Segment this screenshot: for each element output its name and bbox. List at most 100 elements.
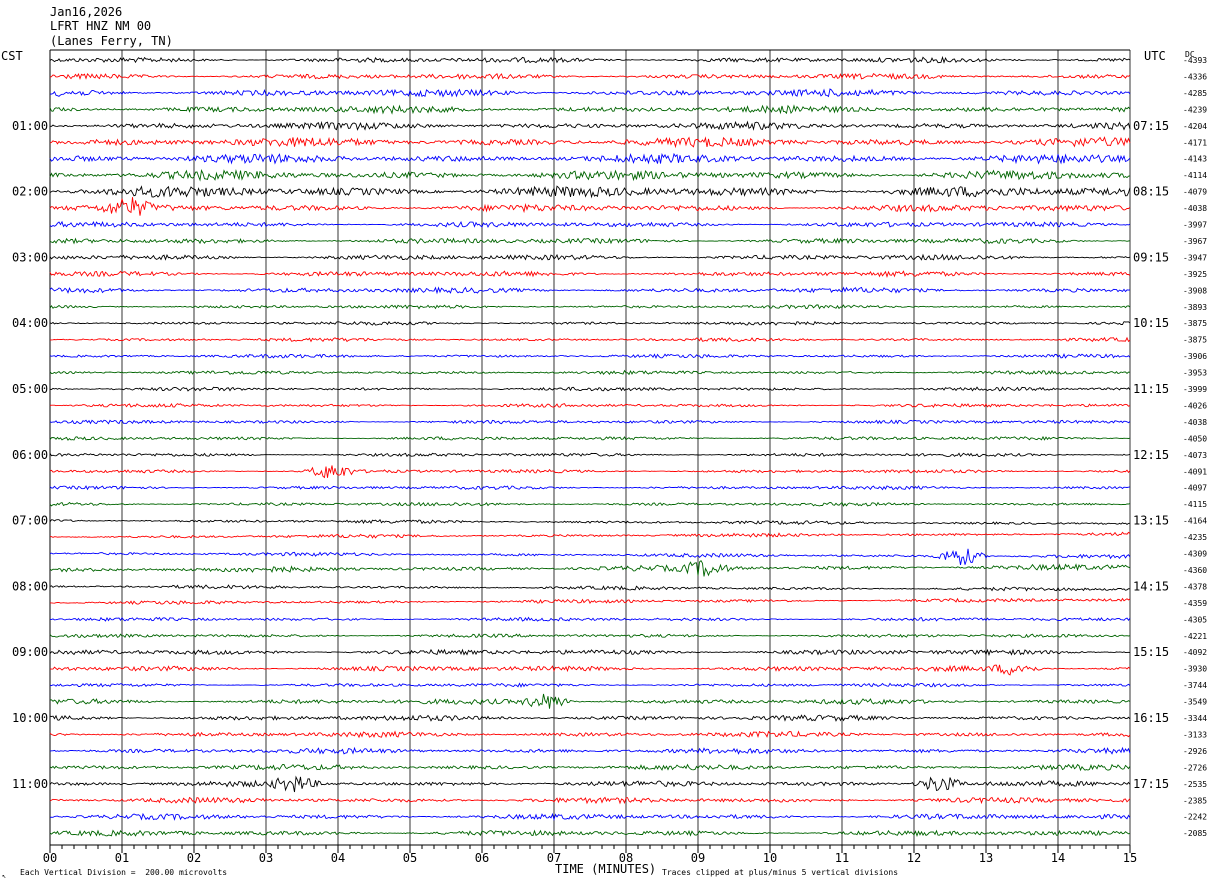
seismic-trace-line xyxy=(49,270,1131,278)
seismic-trace-line xyxy=(49,812,1131,821)
seismic-trace-line xyxy=(49,286,1131,295)
dc-offset-label: -4164 xyxy=(1183,517,1207,526)
dc-offset-label: -4097 xyxy=(1183,484,1207,493)
seismic-traces xyxy=(49,55,1131,837)
dc-offset-label: -4285 xyxy=(1183,89,1207,98)
seismic-trace-line xyxy=(49,386,1131,392)
dc-offset-label: -3906 xyxy=(1183,352,1207,361)
x-tick-label: 14 xyxy=(1051,851,1065,865)
seismic-trace-line xyxy=(49,220,1131,229)
seismic-trace-line xyxy=(49,88,1131,98)
x-tick-label: 10 xyxy=(763,851,777,865)
seismic-trace-line xyxy=(49,304,1131,310)
cst-hour-label: 08:00 xyxy=(12,579,48,593)
dc-offset-label: -4204 xyxy=(1183,122,1207,131)
cst-hour-label: 01:00 xyxy=(12,119,48,133)
dc-offset-label: -2242 xyxy=(1183,813,1207,822)
dc-offset-label: -2726 xyxy=(1183,763,1207,772)
seismic-trace-line xyxy=(49,136,1131,149)
dc-offset-label: -4143 xyxy=(1183,155,1207,164)
utc-hour-label: 08:15 xyxy=(1133,185,1169,199)
seismic-trace-line xyxy=(49,104,1131,115)
cst-hour-label: 09:00 xyxy=(12,645,48,659)
seismic-trace-line xyxy=(50,597,1131,606)
utc-hour-label: 17:15 xyxy=(1133,777,1169,791)
dc-offset-label: -4221 xyxy=(1183,632,1207,641)
dc-offset-label: -4309 xyxy=(1183,550,1207,559)
seismic-trace-line xyxy=(49,452,1131,458)
corner-mark-icon: ↖ xyxy=(2,872,6,880)
x-tick-label: 15 xyxy=(1123,851,1137,865)
dc-offset-label: -3744 xyxy=(1183,681,1207,690)
dc-offset-label: -4114 xyxy=(1183,171,1207,180)
seismic-trace-line xyxy=(49,465,1131,479)
seismic-trace-line xyxy=(49,369,1131,376)
cst-hour-label: 05:00 xyxy=(12,382,48,396)
dc-offset-label: -2385 xyxy=(1183,796,1207,805)
seismic-trace-line xyxy=(49,633,1131,639)
utc-hour-label: 12:15 xyxy=(1133,448,1169,462)
dc-offset-label: -4038 xyxy=(1183,204,1207,213)
utc-hour-label: 11:15 xyxy=(1133,382,1169,396)
utc-hour-label: 10:15 xyxy=(1133,316,1169,330)
dc-offset-label: -3549 xyxy=(1183,698,1207,707)
seismic-trace-line xyxy=(49,648,1131,657)
dc-offset-label: -4235 xyxy=(1183,533,1207,542)
seismic-trace-line xyxy=(49,531,1131,539)
dc-offset-label: -3908 xyxy=(1183,286,1207,295)
seismic-trace-line xyxy=(49,485,1131,491)
seismic-trace-line xyxy=(49,168,1131,182)
minute-grid xyxy=(49,49,1131,845)
seismic-trace-line xyxy=(49,320,1131,326)
dc-offset-label: -4359 xyxy=(1183,599,1207,608)
dc-offset-label: -4393 xyxy=(1183,56,1207,65)
seismic-trace-line xyxy=(49,746,1131,755)
x-tick-label: 03 xyxy=(259,851,273,865)
utc-hour-label: 15:15 xyxy=(1133,645,1169,659)
dc-offset-label: -3893 xyxy=(1183,303,1207,312)
seismic-trace-line xyxy=(49,730,1131,739)
x-tick-label: 04 xyxy=(331,851,345,865)
dc-offset-label: -3999 xyxy=(1183,385,1207,394)
header-station: LFRT HNZ NM 00 xyxy=(50,19,151,33)
seismic-trace-line xyxy=(49,796,1131,805)
seismic-trace-line xyxy=(49,775,1131,793)
dc-offset-label: -2926 xyxy=(1183,747,1207,756)
seismic-trace-line xyxy=(49,714,1131,722)
dc-offset-label: -4171 xyxy=(1183,138,1207,147)
dc-offset-label: -3875 xyxy=(1183,319,1207,328)
dc-offset-label: -4115 xyxy=(1183,500,1207,509)
seismic-trace-line xyxy=(49,682,1131,688)
dc-offset-label: -3925 xyxy=(1183,270,1207,279)
x-tick-label: 05 xyxy=(403,851,417,865)
dc-offset-label: -4026 xyxy=(1183,401,1207,410)
dc-offset-label: -4305 xyxy=(1183,615,1207,624)
dc-offset-label: -4079 xyxy=(1183,188,1207,197)
utc-hour-label: 16:15 xyxy=(1133,711,1169,725)
x-tick-label: 02 xyxy=(187,851,201,865)
seismic-trace-line xyxy=(49,353,1131,360)
seismic-trace-line xyxy=(49,336,1131,343)
cst-hour-label: 11:00 xyxy=(12,777,48,791)
dc-label: DC xyxy=(1185,50,1195,59)
utc-hour-label: 13:15 xyxy=(1133,514,1169,528)
cst-hour-label: 02:00 xyxy=(12,185,48,199)
cst-label: CST xyxy=(1,49,23,63)
dc-offset-label: -4091 xyxy=(1183,467,1207,476)
cst-hour-label: 04:00 xyxy=(12,316,48,330)
seismic-trace-line xyxy=(49,253,1131,261)
seismic-trace-line xyxy=(49,197,1131,216)
utc-hour-label: 14:15 xyxy=(1133,579,1169,593)
scale-note: Each Vertical Division = 200.00 microvol… xyxy=(20,868,227,877)
dc-offset-label: -3967 xyxy=(1183,237,1207,246)
dc-offset-label: -3930 xyxy=(1183,665,1207,674)
seismic-trace-line xyxy=(49,55,1131,64)
x-tick-label: 12 xyxy=(907,851,921,865)
dc-offset-label: -3875 xyxy=(1183,336,1207,345)
seismic-trace-line xyxy=(49,72,1131,81)
dc-offset-label: -4092 xyxy=(1183,648,1207,657)
utc-hour-label: 07:15 xyxy=(1133,119,1169,133)
cst-hour-label: 03:00 xyxy=(12,250,48,264)
dc-offset-label: -4360 xyxy=(1183,566,1207,575)
seismic-trace-line xyxy=(49,664,1131,676)
